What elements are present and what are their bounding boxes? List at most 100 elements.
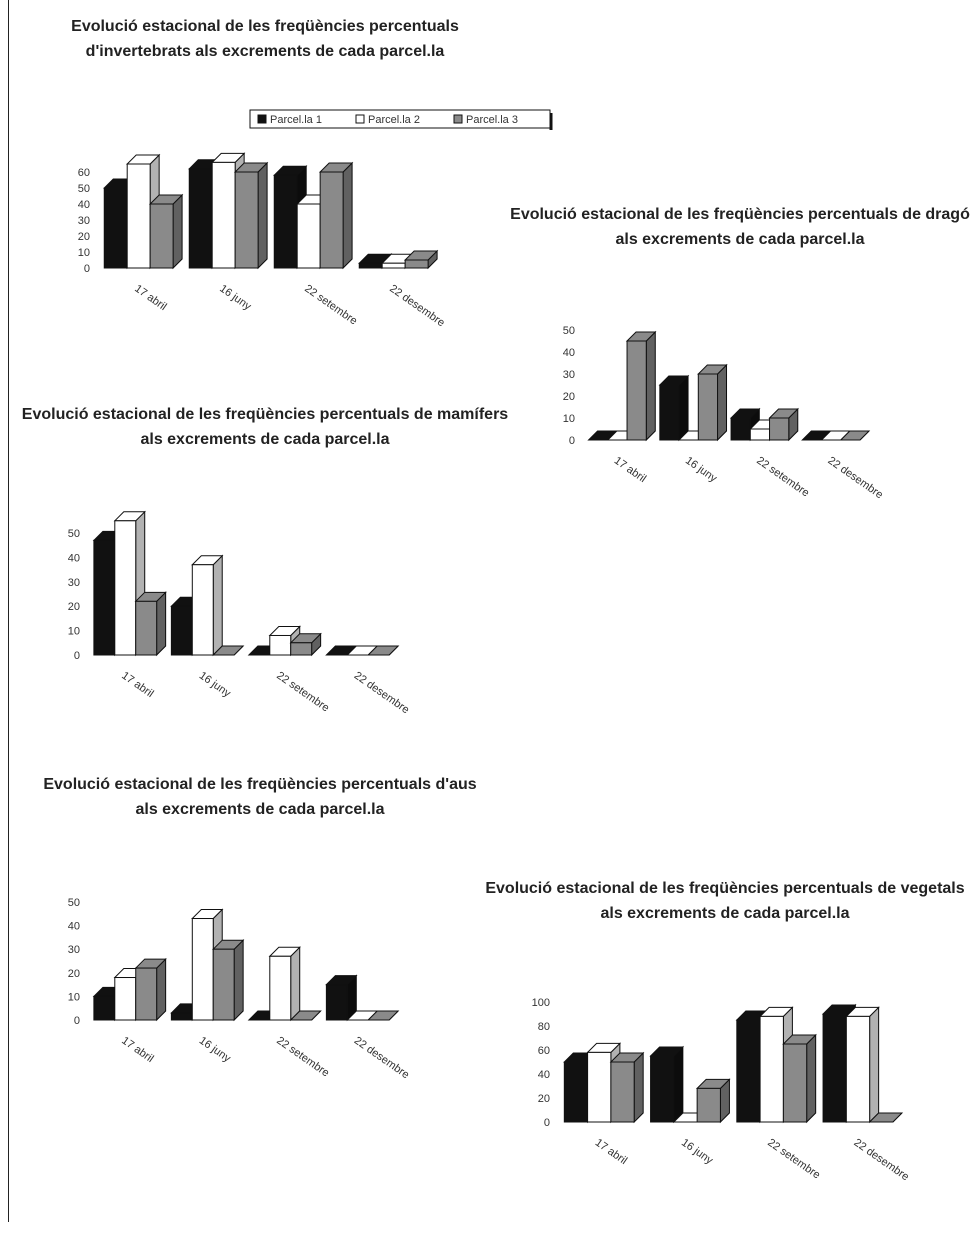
bar-front [325, 984, 348, 1021]
y-tick-label: 30 [563, 369, 575, 381]
bar-front [211, 161, 236, 269]
bar [191, 554, 224, 657]
chart-title: Evolució estacional de les freqüències p… [43, 776, 477, 818]
bar-top [367, 1010, 400, 1021]
y-tick-label: 20 [563, 391, 575, 403]
bar-front [135, 967, 158, 1021]
bar-side [673, 1045, 684, 1124]
bar-front [93, 995, 116, 1021]
bar [782, 1033, 817, 1124]
x-tick-label: 22 desembre [387, 283, 446, 330]
bar-front [650, 1055, 675, 1123]
x-tick-label: 16 juny [683, 455, 719, 485]
bar-front [269, 634, 292, 656]
bar-front [626, 340, 647, 441]
y-tick-label: 40 [68, 552, 80, 564]
y-tick-label: 0 [84, 263, 90, 275]
bar-side [172, 193, 183, 270]
y-tick-label: 40 [538, 1069, 550, 1081]
x-tick-label: 17 abril [612, 455, 648, 486]
y-tick-label: 80 [538, 1021, 550, 1033]
y-tick-label: 40 [68, 921, 80, 933]
bar [768, 407, 799, 442]
bar [318, 161, 354, 270]
bar [367, 645, 400, 656]
bar-front [404, 259, 429, 269]
bar [658, 374, 690, 442]
legend-swatch [355, 114, 365, 124]
y-tick-label: 50 [68, 528, 80, 540]
y-tick-label: 40 [78, 199, 90, 211]
bar [268, 946, 301, 1022]
bar-side [212, 554, 223, 657]
bar [697, 363, 728, 442]
legend-swatch [257, 114, 267, 124]
chart-title: Evolució estacional de les freqüències p… [485, 880, 965, 922]
bar-front [769, 417, 790, 441]
bar-front [234, 171, 259, 269]
x-tick-label: 22 setembre [765, 1137, 822, 1182]
x-tick-label: 22 desembre [852, 1137, 911, 1184]
y-tick-label: 30 [78, 215, 90, 227]
bar-front [135, 600, 158, 656]
bar-top [289, 1010, 322, 1021]
bar [845, 1006, 880, 1124]
bar-front [273, 174, 298, 269]
y-tick-label: 20 [68, 968, 80, 980]
legend-label: Parcel.la 1 [270, 114, 322, 126]
y-tick-label: 0 [74, 650, 80, 662]
bar-front [170, 1012, 193, 1021]
bar-front [114, 520, 137, 656]
bar-front [188, 168, 213, 269]
y-tick-label: 60 [78, 167, 90, 179]
bar [403, 249, 439, 270]
bar-front [191, 918, 214, 1021]
y-tick-label: 10 [68, 991, 80, 1003]
x-tick-label: 17 abril [593, 1137, 629, 1168]
bar-front [749, 428, 771, 441]
bar-front [659, 384, 680, 441]
bar-front [93, 539, 116, 656]
x-tick-label: 22 setembre [754, 455, 811, 500]
y-tick-label: 0 [569, 435, 575, 447]
x-tick-label: 16 juny [679, 1137, 715, 1167]
x-tick-label: 22 desembre [352, 1035, 411, 1082]
bar-front [103, 187, 128, 269]
bar [325, 974, 358, 1022]
x-tick-label: 17 abril [119, 1035, 155, 1066]
y-tick-label: 10 [78, 247, 90, 259]
bar-side [156, 591, 167, 657]
bar-side [342, 161, 353, 270]
y-tick-label: 10 [68, 626, 80, 638]
y-tick-label: 20 [68, 601, 80, 613]
bar-front [696, 1087, 721, 1123]
legend-label: Parcel.la 3 [466, 114, 518, 126]
x-tick-label: 16 juny [197, 1035, 233, 1065]
bar-side [156, 957, 167, 1022]
bar-front [610, 1061, 635, 1123]
bar-side [257, 161, 268, 270]
bar [289, 632, 322, 657]
bar [695, 1078, 731, 1124]
bar [868, 1112, 904, 1123]
bar-front [126, 163, 151, 269]
y-tick-label: 60 [538, 1045, 550, 1057]
legend-swatch [453, 114, 463, 124]
x-tick-label: 16 juny [217, 283, 253, 313]
bar-side [678, 374, 689, 442]
bar [625, 330, 657, 442]
x-tick-label: 17 abril [119, 670, 155, 701]
bar-front [759, 1015, 784, 1123]
chart-title: Evolució estacional de les freqüències p… [21, 406, 509, 448]
y-tick-label: 40 [563, 347, 575, 359]
bar [839, 430, 871, 441]
bar-front [587, 1051, 612, 1123]
bar [289, 1010, 322, 1021]
bar-front [269, 955, 292, 1021]
x-tick-label: 22 desembre [826, 455, 885, 502]
bar [649, 1045, 685, 1124]
bar-side [233, 938, 244, 1022]
bar [148, 193, 184, 270]
